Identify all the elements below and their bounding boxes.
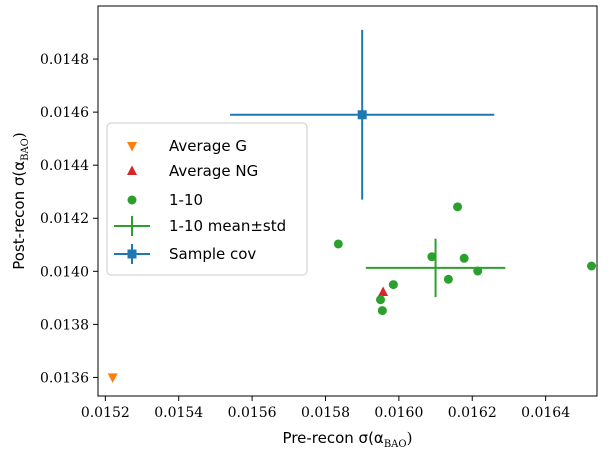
data-point <box>586 261 596 271</box>
data-point <box>388 280 398 290</box>
legend-swatch <box>127 165 137 175</box>
data-point <box>427 252 437 262</box>
data-point <box>333 239 343 249</box>
sample-cov-point <box>357 110 367 120</box>
y-tick-label: 0.0138 <box>40 317 89 333</box>
data-point <box>453 202 463 212</box>
x-axis-label: Pre-recon σ(αBAO) <box>283 429 413 450</box>
x-tick-label: 0.0160 <box>374 405 423 421</box>
y-tick-label: 0.0148 <box>40 52 89 68</box>
x-tick-label: 0.0158 <box>301 405 350 421</box>
x-tick-label: 0.0162 <box>448 405 497 421</box>
x-tick-label: 0.0156 <box>228 405 277 421</box>
axis-ticks: 0.0152 0.0154 0.0156 0.0158 0.0160 0.0162 0.01… <box>40 52 570 421</box>
y-tick-label: 0.0136 <box>40 370 89 386</box>
legend-swatch <box>127 195 137 205</box>
legend-label: Sample cov <box>169 245 256 263</box>
legend-label: Average NG <box>169 162 258 180</box>
x-tick-label: 0.0154 <box>154 405 203 421</box>
y-tick-label: 0.0144 <box>40 158 89 174</box>
legend-label: 1-10 mean±std <box>169 217 286 235</box>
legend-swatch <box>127 249 137 259</box>
data-point <box>443 274 453 284</box>
legend-box <box>106 122 308 276</box>
y-tick-label: 0.0140 <box>40 264 89 280</box>
data-point <box>378 286 389 296</box>
legend: Average G Average NG 1-10 1-10 mean±std Samp… <box>106 122 308 276</box>
plot-marks <box>107 29 596 383</box>
data-point <box>376 295 386 305</box>
legend-swatch <box>127 142 137 152</box>
y-axis-label: Post-recon σ(αBAO) <box>10 132 31 269</box>
data-point <box>107 373 118 383</box>
legend-label: Average G <box>169 137 247 155</box>
x-tick-label: 0.0164 <box>521 405 570 421</box>
data-point <box>459 253 469 263</box>
y-tick-label: 0.0142 <box>40 211 89 227</box>
axes-frame <box>97 5 598 397</box>
y-tick-label: 0.0146 <box>40 105 89 121</box>
x-tick-label: 0.0152 <box>81 405 130 421</box>
legend-label: 1-10 <box>169 191 203 209</box>
data-point <box>377 306 387 316</box>
